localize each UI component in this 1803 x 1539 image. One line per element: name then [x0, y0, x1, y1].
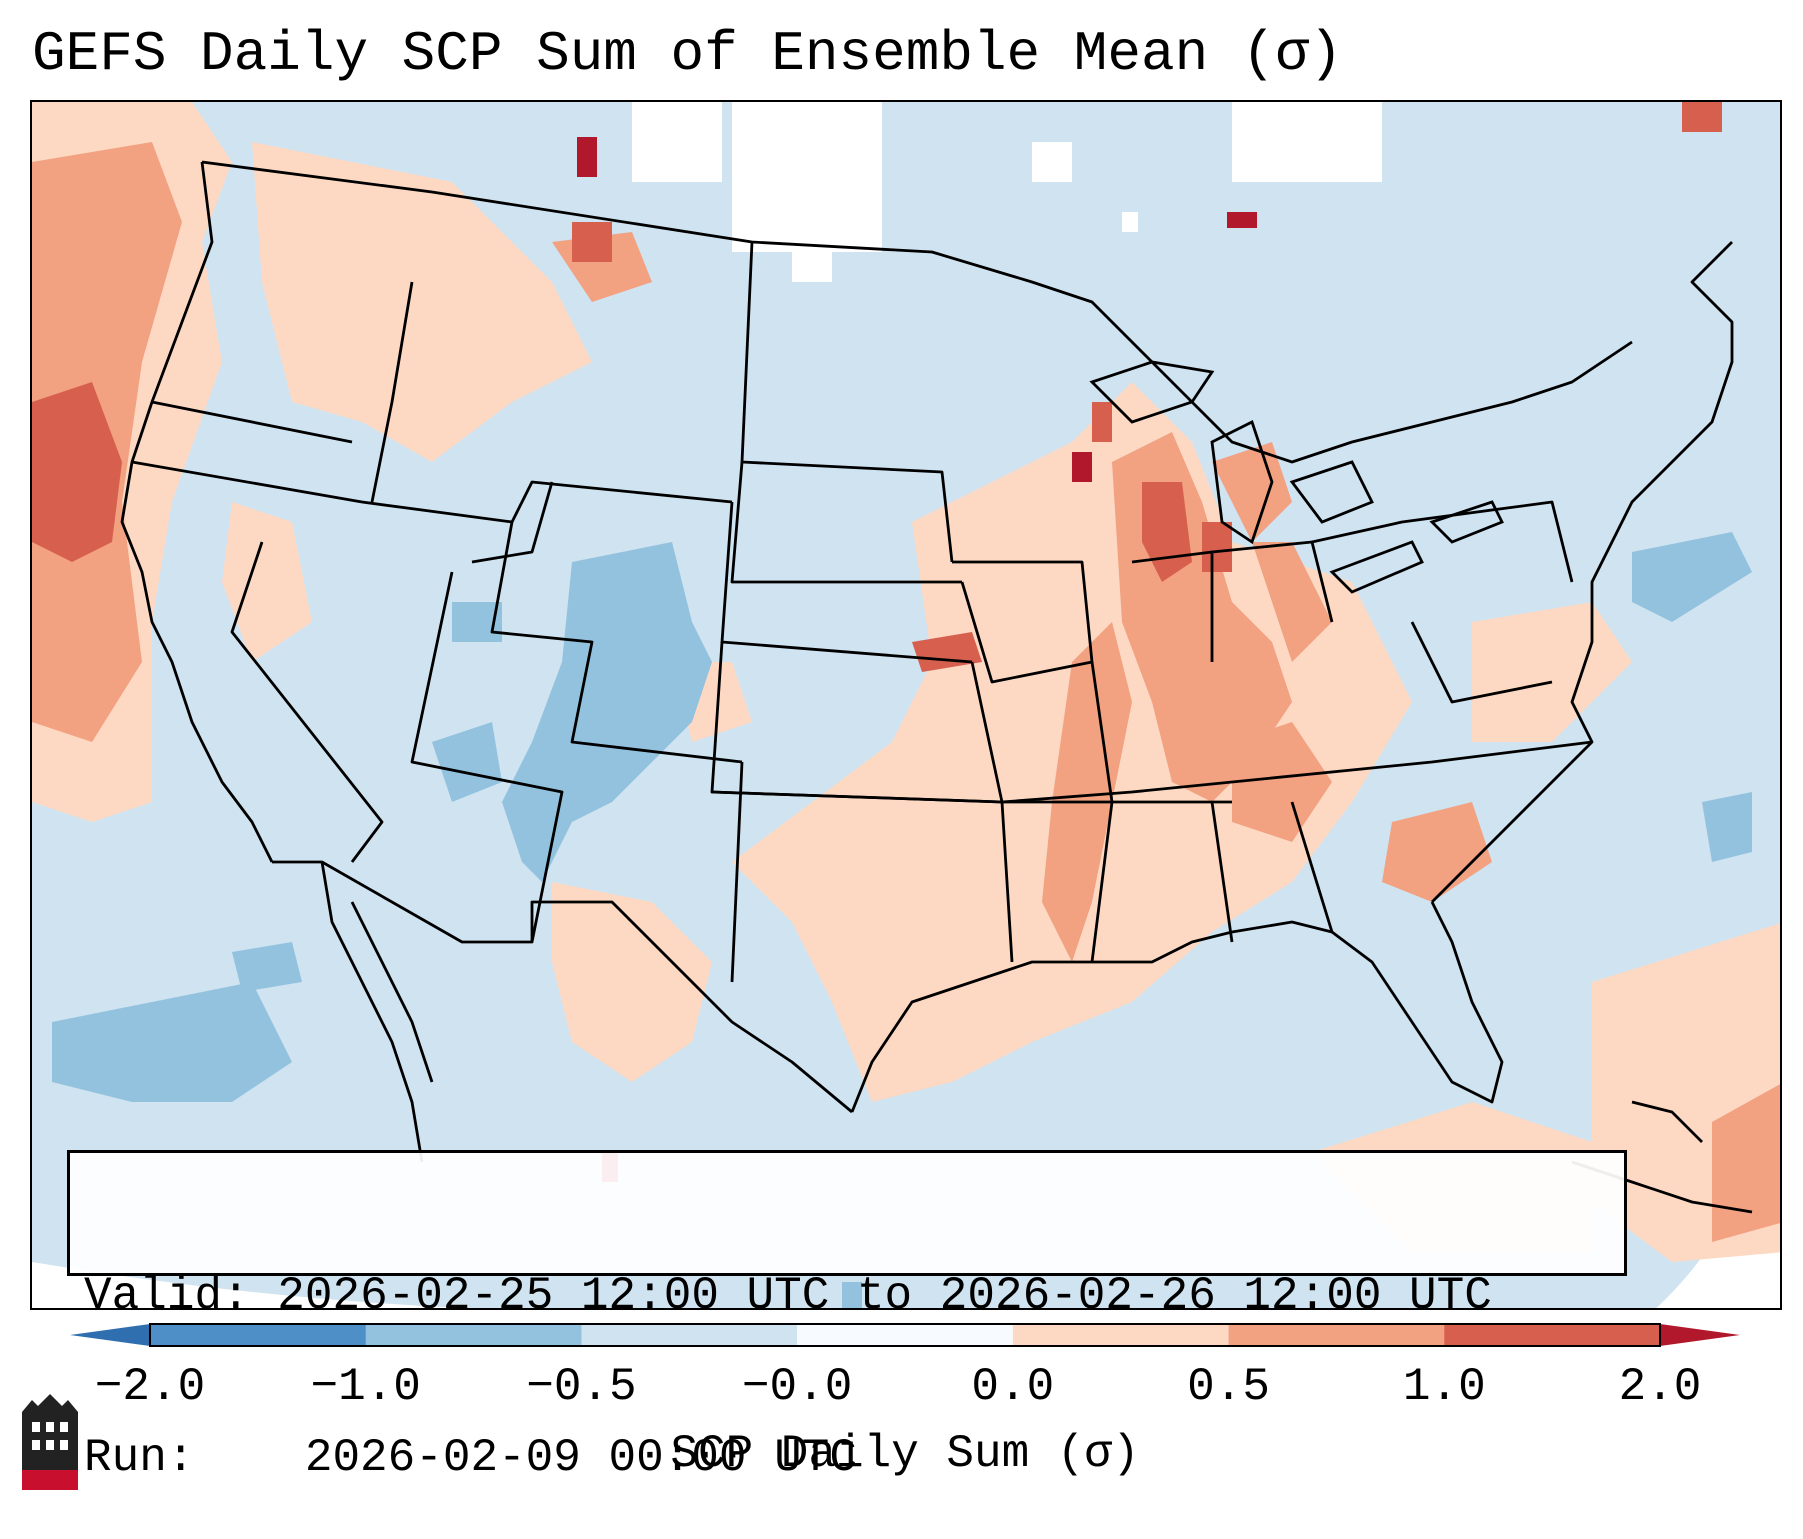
map-panel[interactable]	[30, 100, 1782, 1310]
niu-logo-icon	[22, 1394, 78, 1490]
colorbar-label: SCP Daily Sum (σ)	[670, 1428, 1140, 1480]
colorbar-tick-label: −0.5	[526, 1361, 637, 1413]
colorbar-bin	[365, 1324, 582, 1346]
colorbar-tick-label: −2.0	[94, 1361, 206, 1413]
run-value: 2026-02-09 00:00 UTC	[304, 1432, 857, 1484]
no-data-patches	[632, 102, 1382, 282]
colorbar-tick-label: 0.0	[971, 1361, 1055, 1413]
colorbar	[70, 1323, 1740, 1347]
projection-edge	[32, 1262, 463, 1308]
colorbar-outline	[149, 1323, 1661, 1347]
anomaly-medium-negative	[52, 532, 1752, 1308]
colorbar-bin	[581, 1324, 798, 1346]
colorbar-bin	[797, 1324, 1014, 1346]
run-label: Run:	[84, 1432, 195, 1484]
colorbar-tick-label: 0.5	[1187, 1361, 1270, 1413]
colorbar-tick-label: 1.0	[1402, 1361, 1486, 1413]
colorbar-tick-label: −1.0	[310, 1361, 421, 1413]
anomaly-strong-positive	[32, 102, 1722, 672]
map-title: GEFS Daily SCP Sum of Ensemble Mean (σ)	[32, 22, 1343, 86]
coastlines-misc	[320, 861, 1753, 1214]
colorbar-bins	[150, 1324, 1661, 1346]
colorbar-bin	[150, 1324, 367, 1346]
colorbar-bin	[1228, 1324, 1445, 1346]
state-boundaries	[120, 160, 1734, 1114]
colorbar-bin	[1012, 1324, 1230, 1346]
colorbar-under-arrow	[70, 1324, 150, 1346]
valid-label: Valid:	[84, 1270, 250, 1322]
valid-line: Valid: 2026-02-25 12:00 UTC to 2026-02-2…	[84, 1269, 1610, 1323]
colorbar-over-arrow	[1660, 1324, 1740, 1346]
colorbar-tick-label: −0.0	[741, 1361, 853, 1413]
run-line: Run: 2026-02-09 00:00 UTC	[84, 1431, 1610, 1485]
map-canvas	[32, 102, 1780, 1308]
valid-run-info-box: Valid: 2026-02-25 12:00 UTC to 2026-02-2…	[67, 1150, 1627, 1484]
valid-value: 2026-02-25 12:00 UTC to 2026-02-26 12:00…	[277, 1270, 1492, 1322]
colorbar-tick-label: 2.0	[1618, 1361, 1702, 1413]
great-lakes	[1089, 360, 1504, 594]
colorbar-bin	[1444, 1324, 1661, 1346]
